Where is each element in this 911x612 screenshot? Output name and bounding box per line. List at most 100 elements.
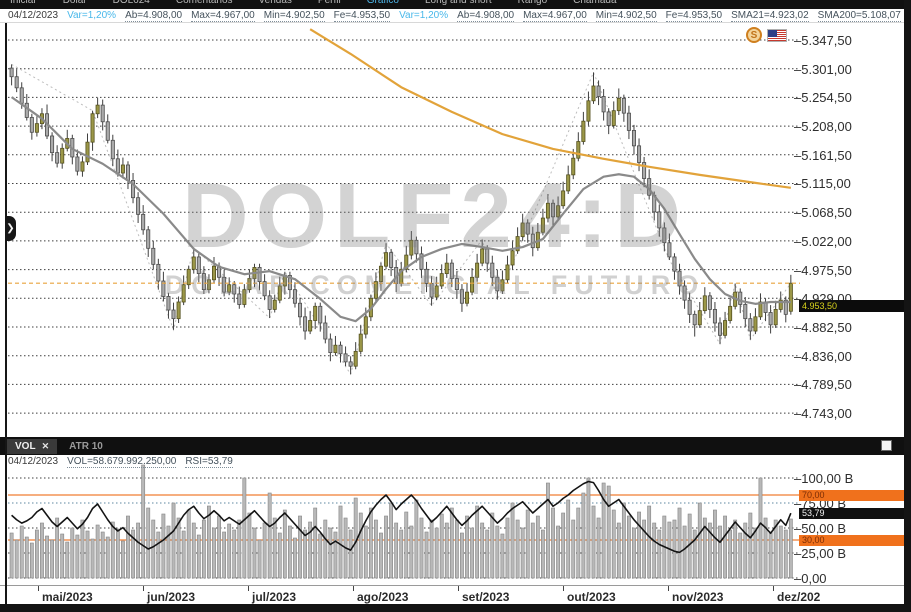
candle	[404, 254, 409, 270]
volume-bar	[34, 529, 39, 579]
volume-bar	[252, 527, 257, 579]
candle	[470, 276, 475, 293]
tab-vol[interactable]: VOL ✕	[7, 438, 58, 454]
menu-item[interactable]: Dólar	[62, 0, 87, 6]
chart-corner-icons: S	[746, 27, 787, 43]
candlestick-plot[interactable]	[0, 23, 905, 437]
right-frame-strip[interactable]	[904, 0, 911, 612]
volume-bar	[682, 525, 687, 579]
candle	[662, 227, 667, 244]
volume-bar	[257, 539, 262, 579]
volume-bar	[384, 515, 388, 579]
volume-bar	[358, 512, 363, 579]
volume-bar	[379, 532, 383, 579]
candle	[206, 279, 211, 291]
volume-bar	[429, 519, 434, 579]
quote-field: Fe=4.953,50	[665, 9, 723, 22]
volume-rsi-plot[interactable]	[0, 455, 905, 585]
quote-field: Max=4.967,00	[191, 9, 255, 22]
candle	[738, 291, 743, 305]
volume-bar	[733, 519, 738, 579]
candle	[181, 284, 186, 303]
candle	[308, 320, 313, 332]
volume-bar	[748, 512, 753, 579]
volume-bar	[677, 507, 682, 579]
volume-bar	[500, 533, 505, 579]
candle	[778, 299, 783, 310]
volume-bar	[338, 505, 343, 579]
candle	[136, 197, 141, 215]
close-icon[interactable]: ✕	[41, 440, 50, 451]
zigzag-line	[11, 63, 792, 376]
quote-field: SMA21=4.923,02	[731, 9, 809, 22]
quote-field: Fe=4.953,50	[333, 9, 391, 22]
candle	[14, 76, 19, 89]
candle	[576, 141, 581, 159]
volume-bar	[540, 529, 545, 579]
level-tag: 70,00	[799, 490, 905, 501]
candle	[287, 275, 292, 291]
price-axis-label: –5.347,50	[794, 33, 852, 48]
volume-bar	[788, 518, 793, 579]
price-axis-label: –4.975,50	[794, 262, 852, 278]
volume-bar	[303, 529, 307, 579]
volume-bar	[176, 517, 181, 579]
volume-bar	[196, 534, 201, 579]
volume-bar	[126, 515, 130, 579]
volume-bar	[642, 519, 647, 579]
volume-axis-label: –0,00	[794, 571, 827, 586]
candle	[561, 190, 566, 207]
menu-item[interactable]: DOL624	[112, 0, 150, 6]
volume-bar	[707, 522, 712, 579]
volume-bar	[419, 517, 424, 579]
candle	[454, 278, 459, 291]
candle	[161, 280, 166, 297]
expand-side-panel-tab[interactable]: ❯	[5, 216, 16, 241]
tab-atr[interactable]: ATR 10	[61, 439, 111, 454]
quote-info-bar: 04/12/2023 Var=1,20% Ab=4.908,00 Max=4.967,…	[0, 9, 905, 23]
candle	[444, 262, 449, 275]
volume-bar	[783, 529, 788, 579]
time-tick	[668, 586, 669, 591]
coin-s-icon[interactable]: S	[746, 27, 762, 43]
volume-bar	[201, 519, 206, 579]
candle	[384, 252, 389, 267]
candle	[298, 302, 303, 318]
time-axis[interactable]: mai/2023 jun/2023 jul/2023 ago/2023 set/2023…	[0, 585, 905, 604]
candle	[571, 157, 576, 176]
volume-bar	[293, 537, 297, 579]
menu-item[interactable]: Perfil	[317, 0, 341, 6]
candle	[19, 87, 24, 104]
candle	[439, 273, 444, 287]
menu-item[interactable]: Chamada	[573, 0, 617, 6]
volume-rsi-panel[interactable]: 04/12/2023 VOL=58.679.992.250,00 RSI=53,79…	[0, 455, 905, 586]
candle	[434, 285, 439, 298]
menu-item[interactable]: Iniciar	[10, 0, 37, 6]
menu-item[interactable]: Rango	[517, 0, 548, 6]
last-price-tag: 4.953,50	[799, 300, 905, 313]
volume-bar	[308, 521, 313, 579]
volume-bar	[368, 507, 373, 579]
candle	[712, 309, 717, 324]
volume-bar	[9, 532, 14, 579]
candle	[29, 117, 34, 133]
candle	[783, 299, 788, 315]
volume-bar	[702, 517, 707, 579]
candle	[389, 252, 394, 268]
candle	[338, 344, 343, 355]
menu-item[interactable]: Comentários	[175, 0, 233, 6]
candle	[591, 85, 596, 102]
candle	[125, 164, 130, 181]
menu-item[interactable]: Long and short	[424, 0, 492, 6]
time-tick	[248, 586, 249, 591]
candle	[166, 296, 171, 311]
us-flag-icon[interactable]	[767, 28, 787, 42]
volume-bar	[657, 529, 662, 579]
menu-item[interactable]: Vendas	[258, 0, 292, 6]
candle	[85, 141, 90, 163]
candle	[313, 305, 318, 321]
main-price-chart[interactable]: DOLF24:D DÓLAR COMERCIAL FUTURO –5.347,5…	[0, 23, 905, 437]
panel-maximize-button[interactable]	[881, 440, 892, 451]
menu-item[interactable]: Gráfico	[366, 0, 399, 6]
volume-bar	[778, 525, 783, 579]
